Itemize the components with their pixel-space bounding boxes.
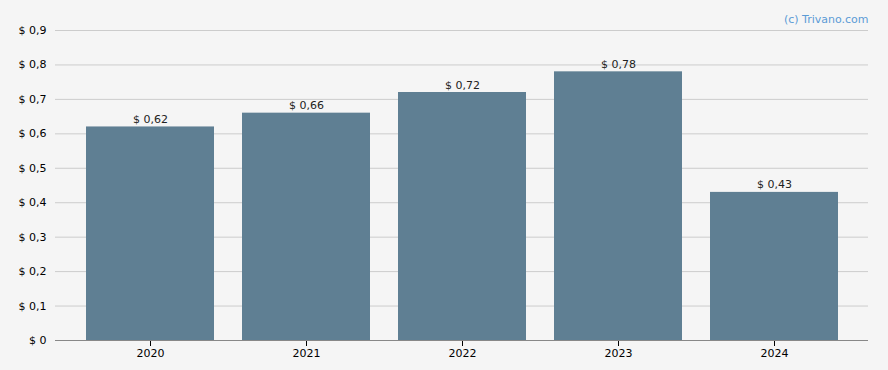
svg-text:$ 0,7: $ 0,7 [19, 93, 47, 106]
svg-text:$ 0,62: $ 0,62 [133, 113, 168, 126]
svg-text:$ 0,9: $ 0,9 [19, 24, 47, 37]
svg-text:$ 0,66: $ 0,66 [289, 99, 324, 112]
svg-text:$ 0,8: $ 0,8 [19, 58, 47, 71]
svg-text:2022: 2022 [449, 347, 477, 360]
svg-text:2021: 2021 [293, 347, 321, 360]
svg-text:$ 0,4: $ 0,4 [19, 196, 47, 209]
svg-text:$ 0,78: $ 0,78 [601, 58, 636, 71]
svg-text:$ 0,72: $ 0,72 [445, 79, 480, 92]
svg-text:$ 0,2: $ 0,2 [19, 265, 47, 278]
svg-text:$ 0,6: $ 0,6 [19, 127, 47, 140]
svg-text:$ 0,3: $ 0,3 [19, 231, 47, 244]
svg-text:$ 0,1: $ 0,1 [19, 300, 47, 313]
svg-text:$ 0: $ 0 [29, 334, 47, 347]
svg-text:$ 0,43: $ 0,43 [757, 178, 792, 191]
svg-text:$ 0,5: $ 0,5 [19, 162, 47, 175]
svg-text:2023: 2023 [605, 347, 633, 360]
svg-text:2020: 2020 [137, 347, 165, 360]
svg-text:(c) Trivano.com: (c) Trivano.com [784, 13, 869, 26]
svg-text:2024: 2024 [761, 347, 789, 360]
